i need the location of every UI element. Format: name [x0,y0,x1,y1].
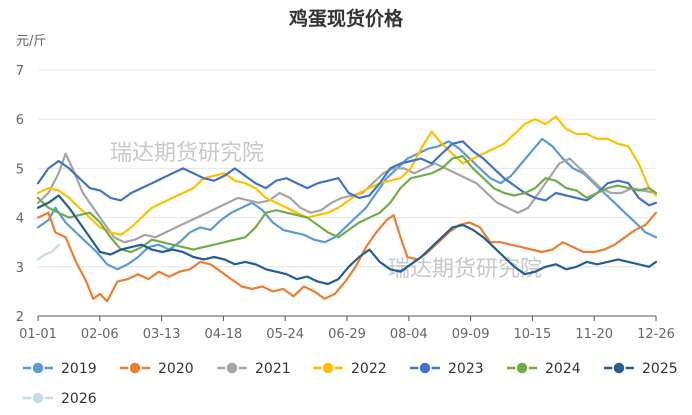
x-tick-label: 03-13 [143,327,181,342]
y-tick-label: 6 [16,113,24,128]
legend-label: 2024 [545,361,581,377]
legend-swatch-marker [31,391,45,405]
legend-swatch-marker [225,361,239,375]
x-tick-label: 11-20 [575,327,613,342]
x-tick-label: 04-18 [205,327,243,342]
y-axis-unit: 元/斤 [16,34,46,49]
x-tick-label: 06-29 [328,327,366,342]
chart-title: 鸡蛋现货价格 [288,7,404,30]
series-line-2024 [36,155,658,254]
legend-item-2023[interactable]: 2023 [410,361,484,377]
x-tick-label: 08-04 [390,327,428,342]
y-tick-label: 7 [16,64,24,79]
series-line-2020 [36,211,658,303]
x-tick-label: 01-01 [19,327,57,342]
legend-item-2021[interactable]: 2021 [217,361,291,377]
legend-swatch-marker [31,361,45,375]
legend-swatch-marker [128,361,142,375]
x-tick-label: 12-26 [637,327,675,342]
x-tick-label: 02-06 [81,327,119,342]
watermarks: 瑞达期货研究院 瑞达期货研究院 [110,141,542,282]
x-tick-label: 09-09 [452,327,490,342]
legend-label: 2026 [61,391,97,407]
y-tick-label: 2 [16,310,24,325]
series-line-2025 [36,194,658,286]
legend[interactable]: 2019 2020 2021 2022 2023 2024 2025 2026 [23,361,678,407]
series-line-2026 [36,243,60,261]
legend-label: 2020 [158,361,194,377]
series-lines [36,115,658,303]
legend-item-2022[interactable]: 2022 [313,361,387,377]
y-tick-label: 3 [16,261,24,276]
legend-item-2024[interactable]: 2024 [507,361,581,377]
legend-label: 2025 [642,361,678,377]
legend-label: 2022 [351,361,387,377]
gridlines [38,69,656,268]
legend-swatch-marker [418,361,432,375]
x-axis: 01-01 02-06 03-13 04-18 05-24 06-29 08-04 09-09… [19,315,675,342]
y-tick-label: 5 [16,162,24,177]
series-line-2022 [36,115,658,236]
legend-label: 2021 [255,361,291,377]
legend-label: 2019 [61,361,97,377]
legend-item-2025[interactable]: 2025 [604,361,678,377]
y-tick-label: 4 [16,212,24,227]
y-axis: 2 3 4 5 6 7 [16,64,24,325]
legend-item-2026[interactable]: 2026 [23,391,97,407]
watermark-upper: 瑞达期货研究院 [110,141,264,166]
x-tick-label: 05-24 [266,327,304,342]
legend-swatch-marker [321,361,335,375]
x-tick-label: 10-15 [514,327,552,342]
series-line-2019 [36,137,658,271]
legend-label: 2023 [448,361,484,377]
legend-item-2019[interactable]: 2019 [23,361,97,377]
series-line-2023 [36,140,658,207]
legend-swatch-marker [612,361,626,375]
legend-swatch-marker [515,361,529,375]
legend-item-2020[interactable]: 2020 [120,361,194,377]
